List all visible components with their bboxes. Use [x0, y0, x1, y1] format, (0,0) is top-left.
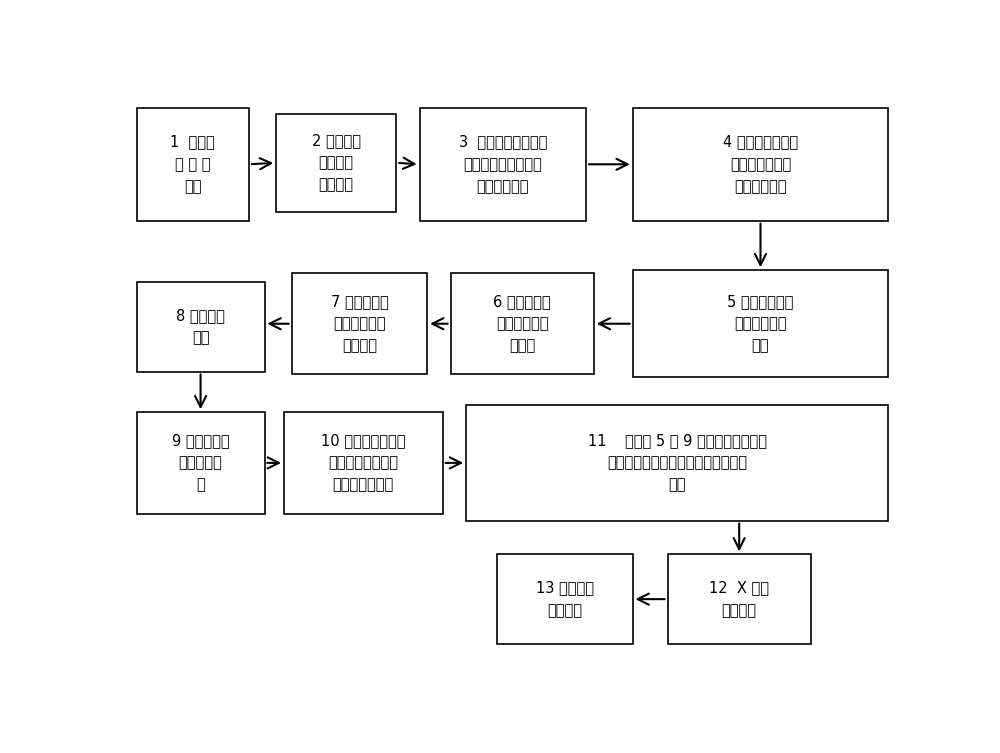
FancyBboxPatch shape [466, 404, 888, 520]
Text: 9 只裸露下一
梯级焊接表
面: 9 只裸露下一 梯级焊接表 面 [172, 433, 229, 492]
FancyBboxPatch shape [633, 108, 888, 221]
Text: 11    重复从 5 至 9 的步骤，逐级从次
高温度梯级到最低温度梯级，完成焊
接。: 11 重复从 5 至 9 的步骤，逐级从次 高温度梯级到最低温度梯级，完成焊 接… [588, 433, 767, 492]
Text: 4 对次高温度梯级
的焊接面溅射镀
涂焊料镀膜层: 4 对次高温度梯级 的焊接面溅射镀 涂焊料镀膜层 [723, 135, 798, 194]
Text: 6 焊接组件叠
层放入复进功
能夹具: 6 焊接组件叠 层放入复进功 能夹具 [493, 294, 551, 353]
FancyBboxPatch shape [284, 412, 443, 514]
Text: 5 在两个焊接面
之间填充焊料
薄片: 5 在两个焊接面 之间填充焊料 薄片 [727, 294, 794, 353]
Text: 2 按焊接面
形状成型
焊料薄片: 2 按焊接面 形状成型 焊料薄片 [312, 133, 361, 193]
FancyBboxPatch shape [137, 282, 264, 371]
Text: 13 转微组装
电路互连: 13 转微组装 电路互连 [536, 581, 594, 617]
Text: 3  在每一对焊接面中
的其中一面成型厚度
控制销，测高: 3 在每一对焊接面中 的其中一面成型厚度 控制销，测高 [459, 135, 547, 194]
Text: 12  X 射线
探伤检测: 12 X 射线 探伤检测 [709, 581, 769, 617]
FancyBboxPatch shape [420, 108, 586, 221]
Text: 10 焊接面溅射镀涂
即将焊接下一温度
梯级焊料镀膜层: 10 焊接面溅射镀涂 即将焊接下一温度 梯级焊料镀膜层 [321, 433, 406, 492]
Text: 1  设计焊
料 温 度
梯级: 1 设计焊 料 温 度 梯级 [170, 135, 215, 194]
Text: 8 清理焊接
边缘: 8 清理焊接 边缘 [176, 308, 225, 345]
FancyBboxPatch shape [292, 273, 427, 374]
FancyBboxPatch shape [633, 270, 888, 377]
Text: 7 超过熔点焊
接当前温度梯
级焊接面: 7 超过熔点焊 接当前温度梯 级焊接面 [331, 294, 388, 353]
FancyBboxPatch shape [450, 273, 594, 374]
FancyBboxPatch shape [276, 114, 396, 212]
FancyBboxPatch shape [497, 554, 633, 644]
FancyBboxPatch shape [668, 554, 811, 644]
FancyBboxPatch shape [137, 412, 264, 514]
FancyBboxPatch shape [137, 108, 249, 221]
